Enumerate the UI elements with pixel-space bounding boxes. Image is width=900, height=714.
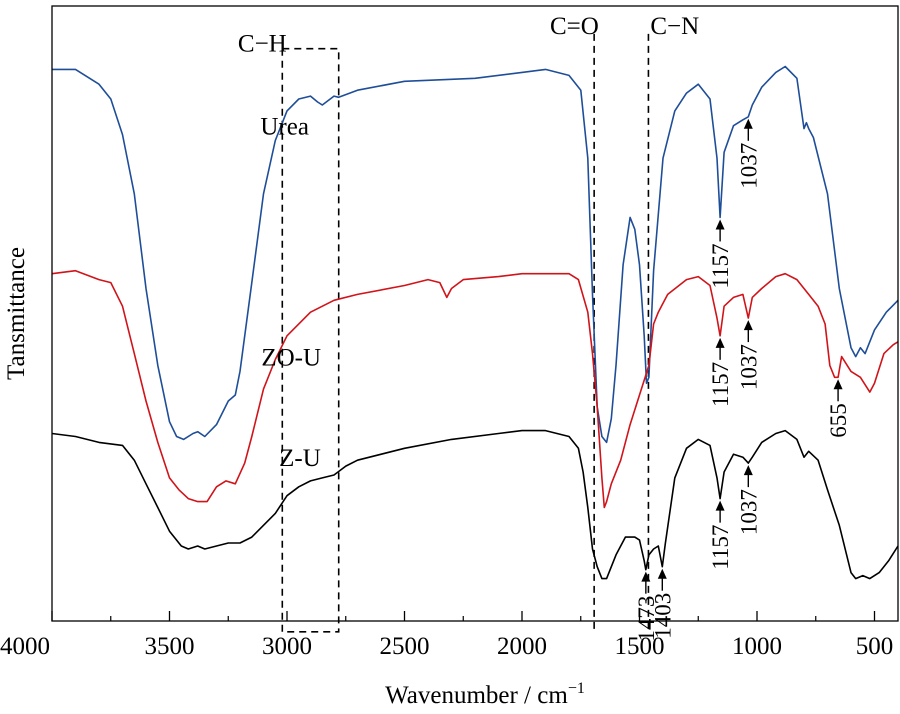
peak-arrow-head [743,320,753,331]
functional-group-label: C−N [650,13,699,40]
series-line-zo-u [51,269,899,509]
curve-label: Z-U [279,445,321,472]
x-tick-label: 4000 [0,633,50,660]
peak-label: 1037 [736,143,761,189]
peak-arrow-head [743,465,753,476]
peak-arrow-head [715,337,725,348]
series-line-z-u [51,429,899,580]
x-axis-label: Wavenumber / cm−1 [385,680,585,709]
peak-label: 655 [826,403,851,438]
peak-label: 1037 [736,344,761,390]
peak-arrow-head [641,571,651,582]
x-ticks: 4000 3500 3000 2500 2000 1500 1000 500 [0,611,893,660]
x-tick-label: 1500 [615,633,665,660]
x-tick-label: 3000 [262,633,312,660]
x-tick-label: 1000 [732,633,782,660]
peak-arrow-head [743,118,753,129]
x-tick-label: 2000 [497,633,547,660]
x-tick-label: 3500 [145,633,195,660]
peak-label: 1157 [708,243,733,288]
x-tick-label: 500 [856,633,894,660]
peak-arrow-head [657,568,667,579]
x-axis-label-superscript: −1 [568,680,585,697]
peak-arrow-head [833,379,843,390]
c-h-region-box [281,47,340,633]
plot-frame [51,5,899,622]
peak-label: 1473 [634,596,659,642]
peak-label: 1403 [650,593,675,639]
peak-arrow-head [715,219,725,230]
functional-group-label: C−H [238,31,287,58]
series-line-urea [52,65,899,444]
peak-label: 1157 [708,362,733,407]
peak-label: 1157 [708,525,733,570]
curve-label: Urea [260,114,309,141]
curve-label: ZO-U [261,344,321,371]
peak-label: 1037 [736,489,761,535]
y-axis-label: Tansmittance [3,247,30,380]
functional-group-label: C=O [550,13,599,40]
x-tick-label: 2500 [380,633,430,660]
x-axis-label-main: Wavenumber / cm [385,682,568,709]
peak-arrow-head [715,500,725,511]
